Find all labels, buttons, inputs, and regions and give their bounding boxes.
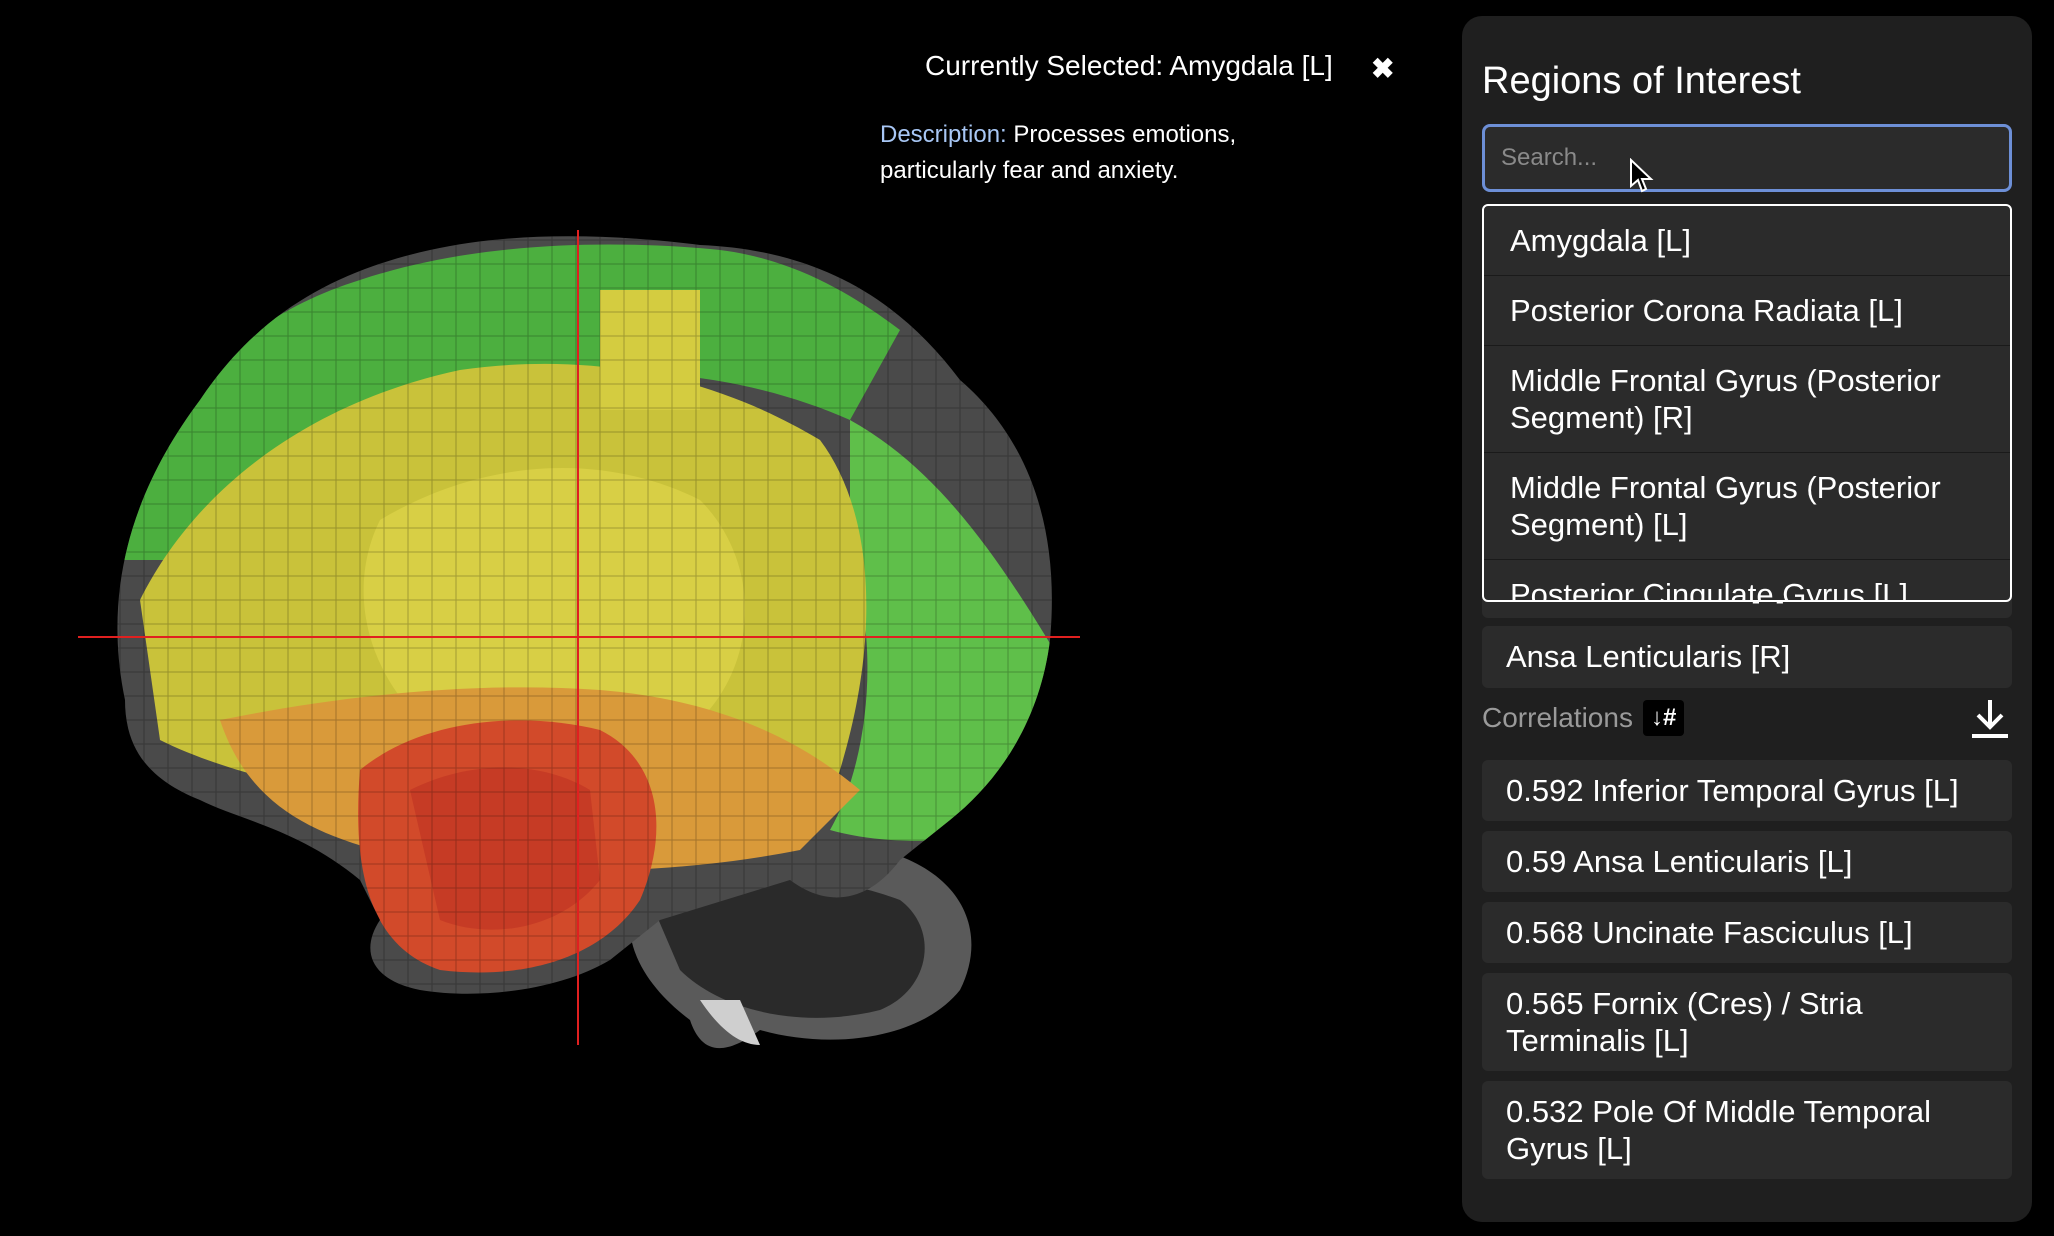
search-input[interactable] [1482,124,2012,192]
download-icon[interactable] [1968,696,2012,740]
search-dropdown[interactable]: Amygdala [L] Posterior Corona Radiata [L… [1482,204,2012,602]
roi-item[interactable]: Ansa Lenticularis [R] [1482,626,2012,688]
description-key: Description: [880,121,1007,148]
sort-numeric-icon[interactable]: ↓# [1642,700,1685,736]
correlations-left: Correlations ↓# [1482,700,1685,736]
brain-render[interactable] [0,0,1450,1236]
roi-list: Amygdala [L] Posterior Corona Radiata [L… [1482,204,2012,688]
correlation-item[interactable]: 0.592 Inferior Temporal Gyrus [L] [1482,760,2012,821]
dropdown-option[interactable]: Middle Frontal Gyrus (Posterior Segment)… [1484,346,2010,453]
close-icon[interactable]: ✖ [1371,53,1395,84]
correlations-list: 0.592 Inferior Temporal Gyrus [L] 0.59 A… [1482,760,2012,1179]
correlation-item[interactable]: 0.59 Ansa Lenticularis [L] [1482,831,2012,892]
dropdown-option[interactable]: Posterior Corona Radiata [L] [1484,276,2010,346]
correlation-item[interactable]: 0.565 Fornix (Cres) / Stria Terminalis [… [1482,973,2012,1071]
dropdown-option[interactable]: Posterior Cingulate Gyrus [L] [1484,560,2010,600]
region-description: Description: Processes emotions, particu… [880,117,1300,189]
correlations-label: Correlations [1482,702,1633,733]
search-wrap [1482,124,2012,193]
description-text: Processes emotions, particularly fear an… [880,121,1237,184]
dropdown-option[interactable]: Amygdala [L] [1484,206,2010,276]
currently-selected-label: Currently Selected: Amygdala [L] [925,50,1333,81]
correlation-item[interactable]: 0.532 Pole Of Middle Temporal Gyrus [L] [1482,1081,2012,1179]
mouse-pointer-icon [1630,158,1654,193]
regions-panel: Regions of Interest Amygdala [L] Posteri… [1462,16,2032,1222]
dropdown-option[interactable]: Middle Frontal Gyrus (Posterior Segment)… [1484,453,2010,560]
panel-title: Regions of Interest [1482,60,1801,102]
brain-3d-viewer[interactable]: Currently Selected: Amygdala [L] ✖ Descr… [0,0,1450,1236]
correlation-item[interactable]: 0.568 Uncinate Fasciculus [L] [1482,902,2012,963]
correlations-header: Correlations ↓# [1482,686,2012,750]
